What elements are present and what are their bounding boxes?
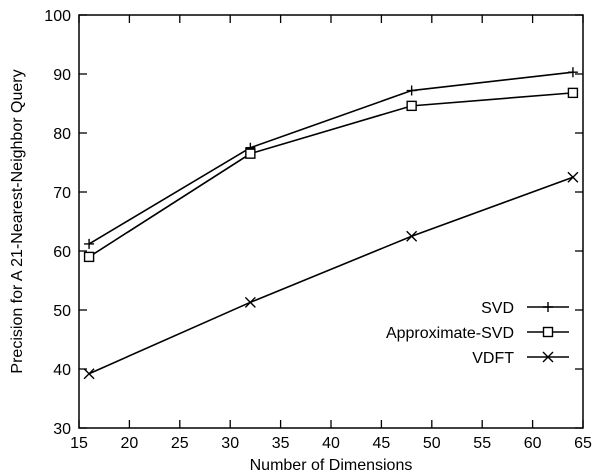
x-tick-label: 25 (171, 435, 189, 452)
series-svd (84, 67, 578, 249)
series-line (88, 92, 573, 258)
legend-label: Approximate-SVD (386, 325, 514, 342)
x-tick-label: 65 (574, 435, 592, 452)
data-point-square (245, 148, 256, 159)
series-approximate-svd (83, 87, 579, 263)
data-point-plus (567, 67, 578, 78)
data-point-square (567, 87, 579, 99)
x-tick-label: 60 (524, 435, 542, 452)
y-tick-label: 60 (53, 244, 71, 261)
series-vdft (83, 171, 579, 380)
data-point-square (406, 100, 417, 112)
y-tick-label: 40 (53, 362, 71, 379)
x-tick-label: 35 (272, 435, 290, 452)
data-point-plus (406, 85, 417, 96)
legend-marker-square (542, 326, 554, 338)
y-tick-label: 50 (53, 303, 71, 320)
y-tick-label: 80 (53, 126, 71, 143)
series-line (88, 176, 574, 375)
data-point-square (83, 251, 95, 263)
y-tick-label: 90 (53, 67, 71, 84)
y-axis-ticks: 30 40 50 60 70 80 90 100 (44, 8, 583, 438)
x-axis-label: Number of Dimensions (250, 457, 413, 474)
data-point-cross (567, 171, 579, 183)
series-group (83, 67, 579, 380)
x-tick-label: 30 (221, 435, 239, 452)
y-axis-label: Precision for A 21-Nearest-Neighbor Quer… (9, 69, 26, 373)
data-point-cross (406, 230, 418, 242)
y-tick-label: 70 (53, 185, 71, 202)
legend: SVD Approximate-SVD VDFT (386, 300, 569, 367)
y-tick-label: 100 (44, 8, 71, 25)
x-tick-label: 40 (322, 435, 340, 452)
y-tick-label: 30 (53, 421, 71, 438)
x-tick-label: 45 (373, 435, 391, 452)
legend-marker-cross (542, 351, 554, 363)
x-axis-ticks: 15 20 25 30 35 40 45 50 55 60 65 (70, 15, 592, 452)
x-tick-label: 15 (70, 435, 88, 452)
data-point-plus (84, 238, 95, 249)
legend-entry: SVD (481, 300, 569, 317)
x-tick-label: 20 (121, 435, 139, 452)
data-point-cross (244, 296, 256, 308)
legend-label: VDFT (472, 350, 514, 367)
legend-marker-plus (543, 302, 553, 312)
legend-label: SVD (481, 300, 514, 317)
x-tick-label: 55 (473, 435, 491, 452)
plot-frame (78, 14, 584, 429)
x-tick-label: 50 (423, 435, 441, 452)
legend-entry: Approximate-SVD (386, 325, 569, 342)
data-point-cross (83, 368, 95, 380)
series-line (88, 71, 574, 245)
legend-entry: VDFT (472, 350, 569, 367)
